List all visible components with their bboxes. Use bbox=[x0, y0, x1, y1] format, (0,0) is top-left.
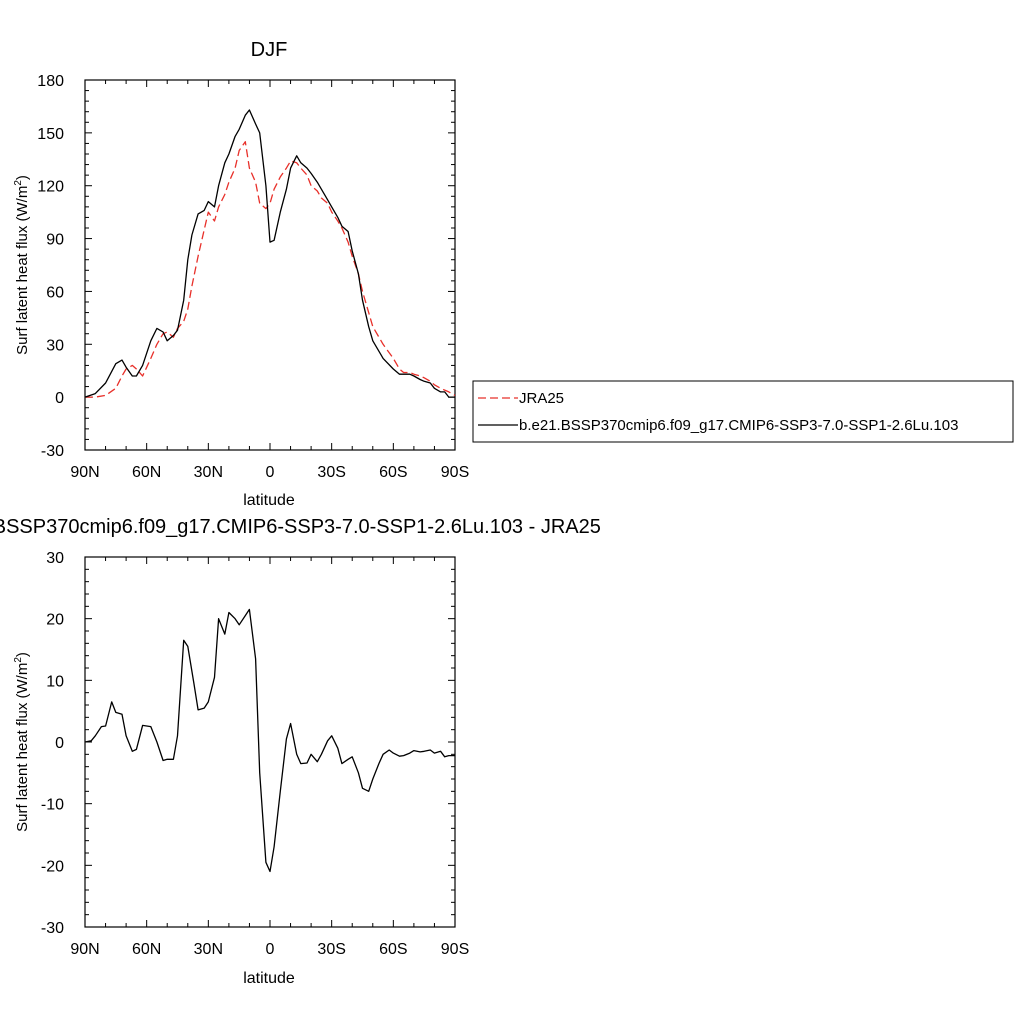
x-tick-label: 30S bbox=[317, 941, 345, 958]
x-tick-label: 0 bbox=[266, 941, 275, 958]
y-tick-label: 0 bbox=[55, 735, 64, 752]
x-tick-label: 30S bbox=[317, 464, 345, 481]
x-tick-label: 90N bbox=[70, 464, 99, 481]
x-tick-label: 0 bbox=[266, 464, 275, 481]
chart-title-difference: b.e21.BSSP370cmip6.f09_g17.CMIP6-SSP3-7.… bbox=[0, 516, 601, 538]
y-tick-label: 150 bbox=[37, 126, 64, 143]
x-tick-label: 60S bbox=[379, 941, 407, 958]
series-lines-difference bbox=[84, 608, 455, 873]
y-tick-label: -30 bbox=[41, 920, 64, 937]
plot-djf: DJF 90N 60N 30N 0 30S 60S 90S -30 0 30 60 90 120 150 1… bbox=[13, 39, 469, 509]
x-axis-label: latitude bbox=[243, 492, 295, 509]
y-tick-label: 10 bbox=[46, 673, 64, 690]
x-tick-label: 90S bbox=[441, 464, 469, 481]
y-tick-label: 30 bbox=[46, 550, 64, 567]
x-tick-label: 90N bbox=[70, 941, 99, 958]
y-tick-label: -30 bbox=[41, 443, 64, 460]
legend-label-model: b.e21.BSSP370cmip6.f09_g17.CMIP6-SSP3-7.… bbox=[519, 417, 958, 434]
y-tick-label: 30 bbox=[46, 337, 64, 354]
x-axis-label-difference: latitude bbox=[243, 970, 295, 987]
legend-box bbox=[472, 380, 1014, 443]
y-tick-label: 20 bbox=[46, 612, 64, 629]
plot-frame bbox=[84, 79, 456, 451]
series-line-1-0 bbox=[84, 608, 455, 873]
legend-label-jra25: JRA25 bbox=[519, 390, 564, 407]
x-tick-label: 60N bbox=[132, 941, 161, 958]
y-tick-label: 90 bbox=[46, 232, 64, 249]
chart-title: DJF bbox=[251, 39, 288, 61]
x-tick-label: 60S bbox=[379, 464, 407, 481]
y-tick-label: -10 bbox=[41, 797, 64, 814]
x-tick-label: 30N bbox=[194, 941, 223, 958]
y-tick-label: 120 bbox=[37, 179, 64, 196]
y-axis-label: Surf latent heat flux (W/m2) bbox=[13, 175, 31, 355]
axis-ticks-difference: 90N 60N 30N 0 30S 60S 90S -30 -20 -10 0 10 20 30 bbox=[41, 550, 469, 958]
x-tick-label: 30N bbox=[194, 464, 223, 481]
x-tick-label: 60N bbox=[132, 464, 161, 481]
legend: JRA25 b.e21.BSSP370cmip6.f09_g17.CMIP6-S… bbox=[472, 380, 1014, 443]
axis-ticks: 90N 60N 30N 0 30S 60S 90S -30 0 30 60 90 120 150 180 bbox=[37, 73, 469, 481]
plot-difference: b.e21.BSSP370cmip6.f09_g17.CMIP6-SSP3-7.… bbox=[0, 516, 601, 987]
y-tick-label: 60 bbox=[46, 284, 64, 301]
y-tick-label: 0 bbox=[55, 390, 64, 407]
series-line-0-0 bbox=[85, 141, 456, 398]
y-tick-label: -20 bbox=[41, 858, 64, 875]
y-axis-label-difference: Surf latent heat flux (W/m2) bbox=[13, 652, 31, 832]
y-tick-label: 180 bbox=[37, 73, 64, 90]
series-lines bbox=[84, 109, 456, 398]
series-line-0-1 bbox=[84, 109, 455, 398]
x-tick-label: 90S bbox=[441, 941, 469, 958]
